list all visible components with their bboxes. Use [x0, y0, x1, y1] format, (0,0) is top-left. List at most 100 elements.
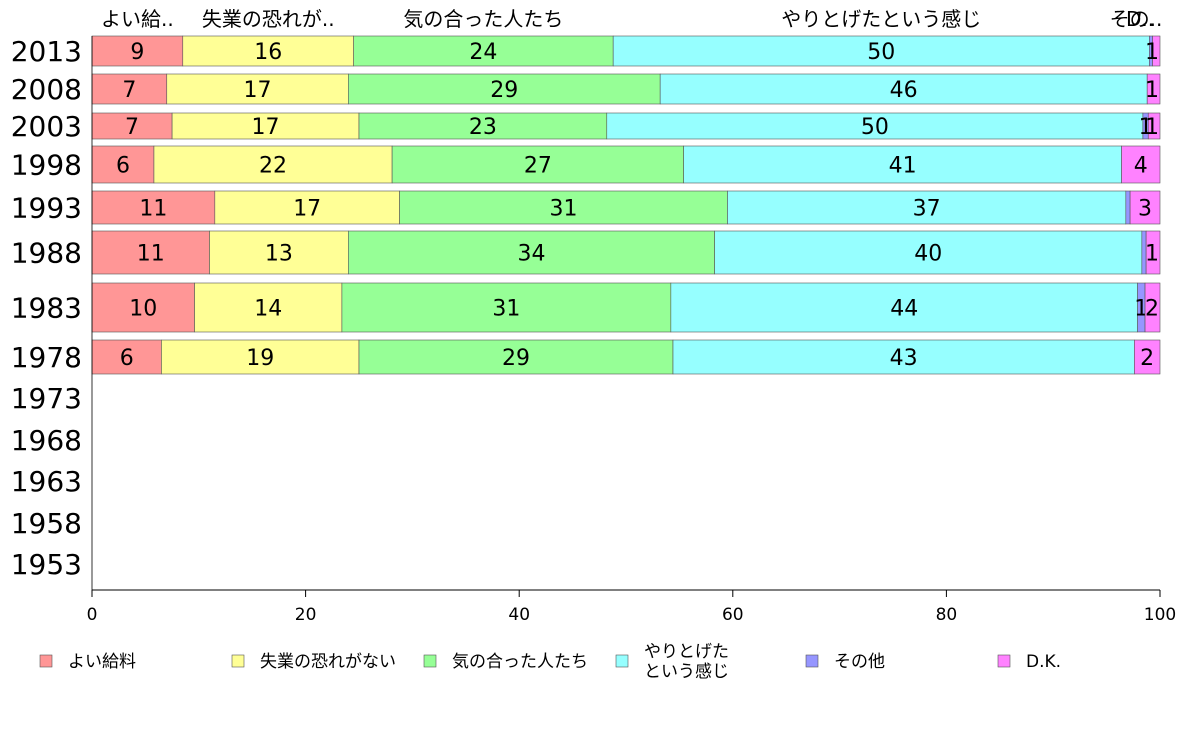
x-tick-label-0: 0 [87, 605, 98, 625]
bar-segment-2008-0 [91, 73, 168, 105]
data-label-1983-1: 14 [254, 297, 282, 322]
bar-segment-1993-2 [399, 190, 728, 225]
data-label-2013-5: 1 [1145, 40, 1159, 65]
top-label-5: D.. [1126, 7, 1154, 31]
bar-segment-1978-3 [672, 339, 1135, 375]
data-label-1978-5: 2 [1140, 346, 1154, 371]
data-label-2003-0: 7 [125, 115, 139, 140]
year-label-1983: 1983 [11, 292, 82, 325]
legend-label-2: 気の合った人たち [452, 652, 588, 672]
data-label-2008-2: 29 [490, 78, 518, 103]
bar-segment-2013-3 [612, 35, 1150, 67]
x-tick-label-60: 60 [722, 605, 744, 625]
bar-segment-1993-1 [214, 190, 400, 225]
legend-swatch-0 [39, 654, 53, 668]
year-label-2008: 2008 [11, 73, 82, 106]
bar-segment-2008-5 [1146, 73, 1161, 105]
bar-segment-2013-0 [91, 35, 184, 67]
top-label-2: 気の合った人たち [403, 7, 563, 31]
year-label-1993: 1993 [11, 192, 82, 225]
data-label-2013-3: 50 [867, 40, 895, 65]
data-label-2003-5: 1 [1145, 115, 1159, 140]
bar-segment-1998-2 [391, 145, 684, 184]
year-label-1998: 1998 [11, 149, 82, 182]
bar-segment-1993-0 [91, 190, 216, 225]
data-label-2003-3: 50 [861, 115, 889, 140]
data-label-1993-0: 11 [139, 197, 167, 222]
year-label-2003: 2003 [11, 110, 82, 143]
data-label-1993-5: 3 [1138, 197, 1152, 222]
bar-segment-1998-3 [683, 145, 1122, 184]
bar-segment-2013-5 [1152, 35, 1161, 67]
data-label-1978-2: 29 [502, 346, 530, 371]
data-label-2003-1: 17 [252, 115, 280, 140]
data-label-1993-1: 17 [293, 197, 321, 222]
data-label-1988-0: 11 [137, 242, 165, 267]
legend-swatch-1 [231, 654, 245, 668]
bar-segment-1998-1 [153, 145, 393, 184]
year-axis-labels: 2013 2008 2003 1998 1993 1988 1983 1978 1973 1968… [11, 35, 82, 581]
data-label-1983-5: 2 [1145, 297, 1159, 322]
data-label-1983-3: 44 [890, 297, 918, 322]
top-label-4: その.. [1110, 7, 1163, 31]
bar-segment-1993-5 [1129, 190, 1161, 225]
bar-segment-1983-1 [194, 282, 343, 333]
bar-segment-1983-5 [1144, 282, 1161, 333]
bar-segment-1988-0 [91, 230, 210, 275]
bar-segment-1988-5 [1145, 230, 1161, 275]
year-label-2013: 2013 [11, 35, 82, 68]
legend-swatch-2 [423, 654, 437, 668]
x-tick-label-80: 80 [936, 605, 958, 625]
bar-segment-1988-2 [348, 230, 715, 275]
data-label-2008-0: 7 [122, 78, 136, 103]
data-label-1998-0: 6 [116, 154, 130, 179]
data-label-2003-2: 23 [469, 115, 497, 140]
legend-label-0: よい給料 [68, 652, 136, 672]
data-label-1983-0: 10 [129, 297, 157, 322]
legend-label-4: その他 [834, 652, 885, 672]
bar-segment-1983-0 [91, 282, 195, 333]
data-label-1998-5: 4 [1134, 154, 1148, 179]
x-tick-label-20: 20 [295, 605, 317, 625]
x-tick-label-40: 40 [508, 605, 530, 625]
bar-segment-1988-3 [714, 230, 1143, 275]
legend-swatch-4 [805, 654, 819, 668]
bar-segment-2008-3 [659, 73, 1148, 105]
legend-label-1: 失業の恐れがない [260, 652, 396, 672]
legend-swatch-5 [997, 654, 1011, 668]
bar-segment-1983-2 [341, 282, 672, 333]
data-label-1988-3: 40 [914, 242, 942, 267]
year-label-1978: 1978 [11, 341, 82, 374]
data-label-1983-2: 31 [492, 297, 520, 322]
data-label-1978-0: 6 [120, 346, 134, 371]
bar-segment-1978-2 [358, 339, 674, 375]
bars: 9 16 24 50 17 17 29 46 17 17 23 50 116 22 27 41 411 17 31 3… [91, 35, 1161, 375]
data-label-2008-3: 46 [890, 78, 918, 103]
data-label-1978-1: 19 [246, 346, 274, 371]
bar-segment-2003-1 [171, 112, 360, 140]
bar-segment-1993-3 [727, 190, 1127, 225]
year-label-1973: 1973 [11, 382, 82, 415]
data-label-2013-2: 24 [469, 40, 497, 65]
bar-segment-1998-0 [91, 145, 155, 184]
bar-segment-2013-1 [182, 35, 354, 67]
data-label-1988-5: 1 [1145, 242, 1159, 267]
data-label-1978-3: 43 [890, 346, 918, 371]
x-tick-label-100: 100 [1144, 605, 1176, 625]
year-label-1963: 1963 [11, 465, 82, 498]
legend-label-5: D.K. [1026, 652, 1061, 672]
bar-segment-2008-1 [166, 73, 349, 105]
bar-segment-1988-1 [209, 230, 349, 275]
bar-segment-2013-2 [353, 35, 614, 67]
data-label-2008-5: 1 [1145, 78, 1159, 103]
bar-segment-2008-2 [348, 73, 661, 105]
data-label-2008-1: 17 [244, 78, 272, 103]
bar-segment-2003-3 [606, 112, 1144, 140]
bar-segment-1993-4 [1125, 190, 1131, 225]
data-label-2013-0: 9 [130, 40, 144, 65]
year-label-1953: 1953 [11, 548, 82, 581]
top-label-1: 失業の恐れが.. [202, 7, 335, 31]
data-label-1998-3: 41 [889, 154, 917, 179]
bar-segment-2003-5 [1147, 112, 1161, 140]
